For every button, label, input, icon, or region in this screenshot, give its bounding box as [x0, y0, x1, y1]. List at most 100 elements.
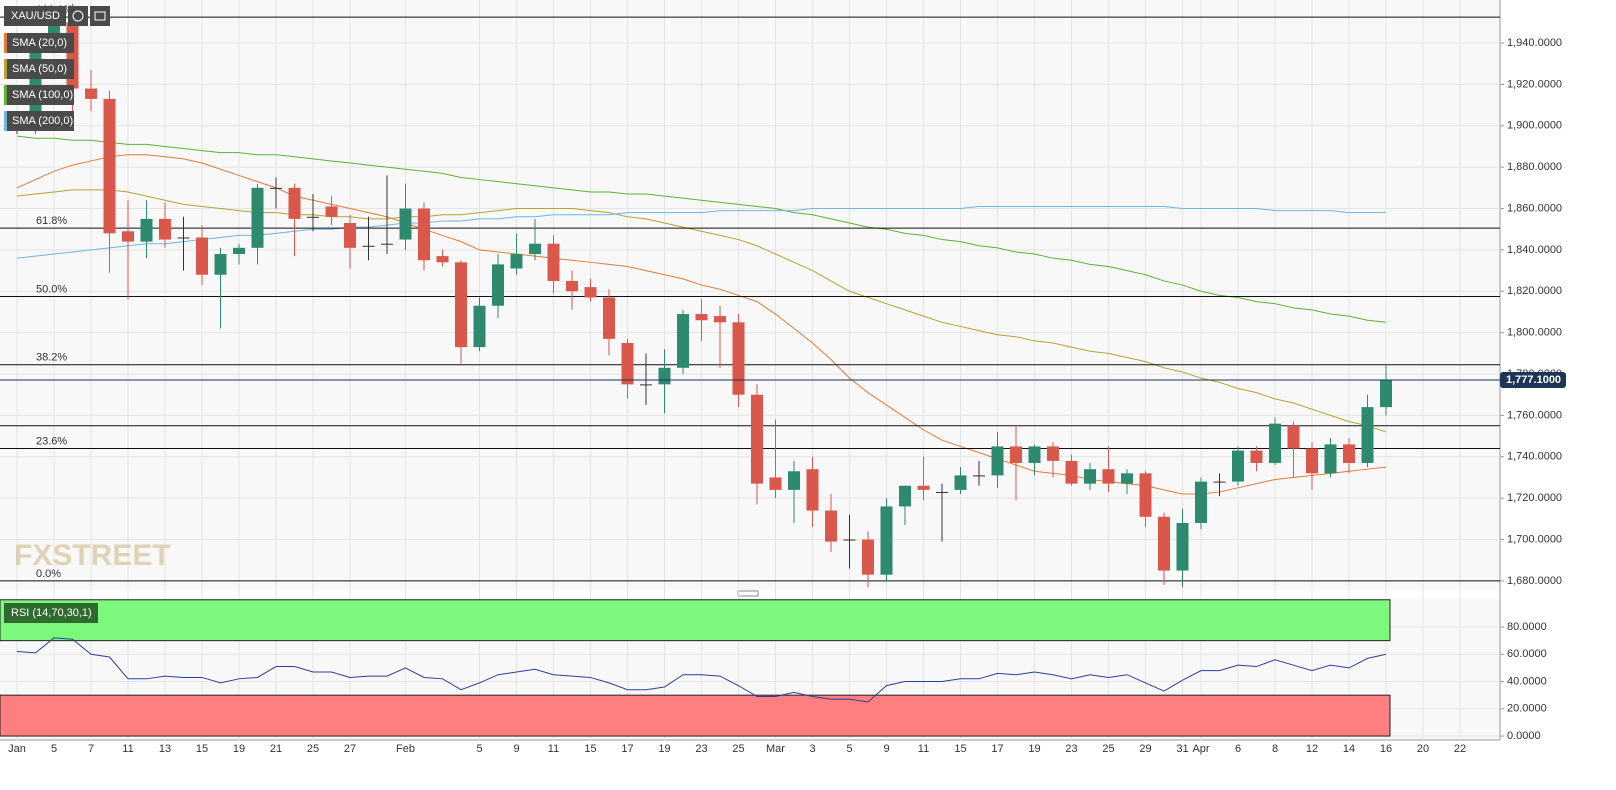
candle-body	[880, 506, 893, 575]
y-tick-label: 1,800.0000	[1507, 327, 1562, 339]
legend-label: SMA (50,0)	[12, 63, 67, 75]
y-tick-label: 1,840.0000	[1507, 244, 1562, 256]
fib-label: 38.2%	[36, 352, 67, 364]
legend-box[interactable]	[4, 603, 98, 623]
candle-body	[177, 237, 190, 239]
x-tick-label: 14	[1343, 743, 1355, 755]
candle-body	[1139, 473, 1152, 517]
legend-label: SMA (200,0)	[12, 115, 73, 127]
legend-box[interactable]	[4, 111, 74, 131]
x-tick-label: 16	[1380, 743, 1392, 755]
legend-label: RSI (14,70,30,1)	[11, 607, 92, 619]
x-tick-label: 15	[584, 743, 596, 755]
candle-body	[769, 477, 782, 490]
candle-body	[1010, 446, 1022, 463]
candle-body	[85, 88, 97, 99]
candle-body	[529, 243, 541, 255]
candle-body	[492, 264, 504, 306]
candle-body	[973, 475, 985, 477]
candle-body	[1324, 444, 1337, 474]
y-tick-label: 20.0000	[1507, 703, 1547, 715]
x-tick-label: 23	[695, 743, 707, 755]
candle-body	[307, 216, 319, 218]
x-tick-label: 25	[307, 743, 319, 755]
x-tick-label: 22	[1454, 743, 1466, 755]
candle-body	[418, 208, 430, 261]
candle-body	[917, 485, 930, 490]
x-tick-label: 5	[846, 743, 852, 755]
sma-line	[16, 189, 1387, 433]
y-tick-label: 1,720.0000	[1507, 492, 1562, 504]
candle-body	[991, 446, 1004, 476]
refresh-button[interactable]	[68, 6, 88, 26]
candle-body	[455, 262, 467, 348]
legend-swatch	[4, 111, 7, 131]
candle-body	[1028, 446, 1041, 463]
legend-box[interactable]	[4, 59, 74, 79]
panel-splitter[interactable]	[737, 590, 759, 597]
x-tick-label: 3	[809, 743, 815, 755]
candle-body	[1176, 522, 1189, 571]
candle-body	[658, 367, 671, 385]
candle-body	[695, 314, 708, 321]
x-tick-label: 13	[159, 743, 171, 755]
candle-body	[1250, 450, 1263, 463]
candle-body	[1343, 444, 1355, 463]
candle-body	[325, 206, 338, 217]
current-price-label: 1,777.1000	[1506, 374, 1561, 386]
candle-body	[825, 510, 837, 542]
legend-symbol: XAU/USD	[11, 10, 60, 22]
x-tick-label: 25	[732, 743, 744, 755]
candle-body	[677, 314, 689, 368]
y-tick-label: 1,680.0000	[1507, 575, 1562, 587]
legend-box[interactable]	[4, 33, 74, 53]
candle-body	[862, 539, 874, 575]
candle-body	[1084, 469, 1096, 484]
candle-body	[899, 485, 911, 507]
rsi-band	[0, 694, 1391, 737]
candle-body	[288, 187, 301, 219]
x-tick-label: 8	[1272, 743, 1278, 755]
candle-body	[584, 287, 597, 298]
x-tick-label: 9	[513, 743, 519, 755]
current-price-box	[1500, 372, 1566, 389]
x-tick-label: Jan	[8, 743, 26, 755]
x-tick-label: Feb	[396, 743, 415, 755]
candle-body	[936, 491, 948, 493]
candle-body	[1232, 450, 1244, 482]
sma-line	[16, 154, 1387, 495]
refresh-icon	[72, 10, 84, 22]
candle-body	[122, 231, 134, 242]
candle-body	[251, 187, 264, 248]
x-tick-label: 19	[1028, 743, 1040, 755]
candle-body	[547, 243, 560, 281]
legend-box[interactable]	[4, 85, 74, 105]
x-tick-label: 19	[233, 743, 245, 755]
x-tick-label: 9	[883, 743, 889, 755]
rsi-band	[0, 599, 1391, 642]
legend-label: SMA (100,0)	[12, 89, 73, 101]
x-tick-label: 21	[270, 743, 282, 755]
x-tick-label: 6	[1235, 743, 1241, 755]
fib-label: 0.0%	[36, 568, 61, 580]
candle-body	[732, 322, 745, 395]
settings-button[interactable]	[90, 6, 110, 26]
candle-body	[1213, 481, 1226, 483]
x-tick-label: 15	[954, 743, 966, 755]
candle-body	[1047, 446, 1059, 461]
candle-body	[1306, 448, 1318, 474]
candle-body	[603, 297, 615, 339]
legend-swatch	[4, 85, 7, 105]
legend-swatch	[4, 59, 7, 79]
y-tick-label: 1,940.0000	[1507, 37, 1562, 49]
settings-icon	[94, 11, 106, 21]
fib-label: 23.6%	[36, 435, 67, 447]
sma-line	[16, 135, 1387, 323]
candle-body	[473, 305, 486, 348]
x-tick-label: 27	[344, 743, 356, 755]
y-tick-label: 40.0000	[1507, 675, 1547, 687]
y-tick-label: 1,700.0000	[1507, 533, 1562, 545]
candle-body	[751, 394, 763, 484]
y-tick-label: 80.0000	[1507, 621, 1547, 633]
